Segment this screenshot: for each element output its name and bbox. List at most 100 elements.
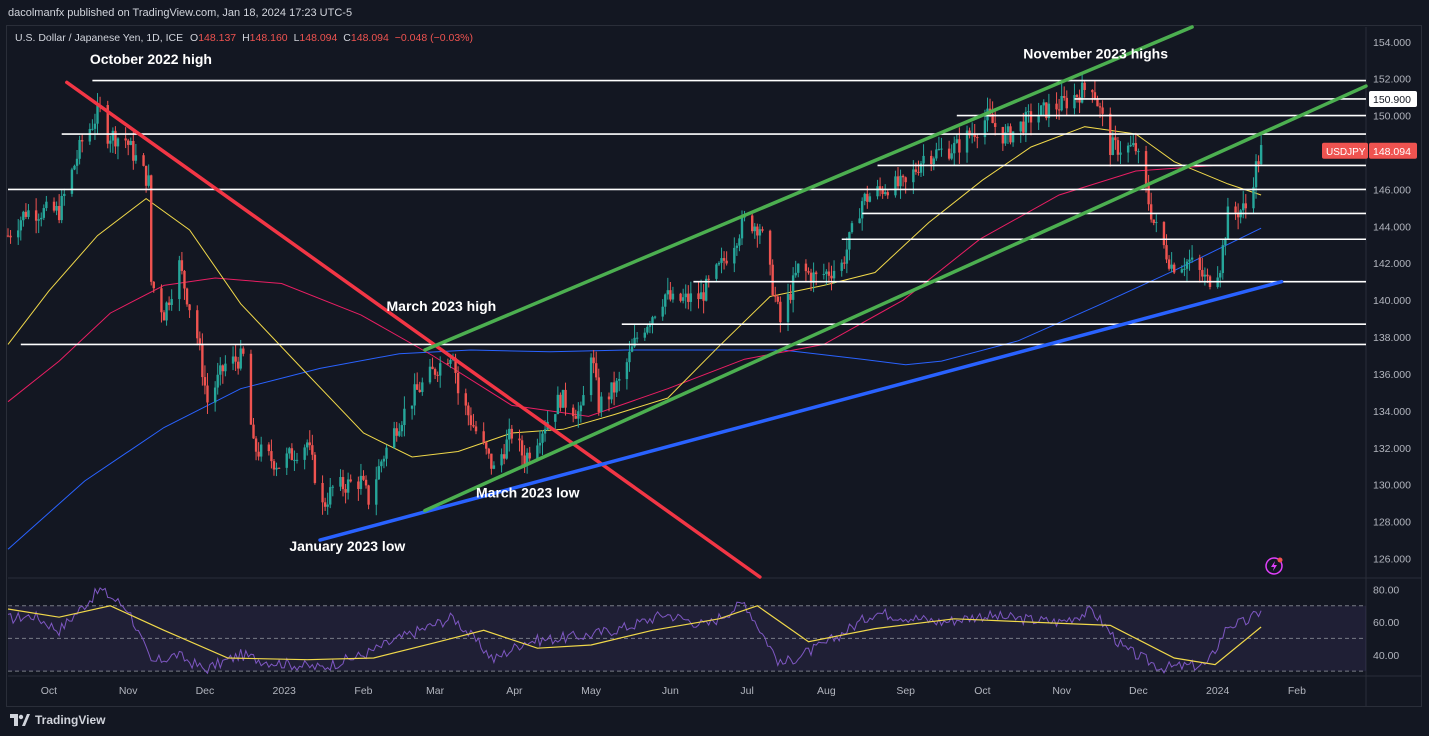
candle-body [860,201,864,219]
candle-body [510,428,514,439]
trendlines [65,25,1368,579]
lightning-icon[interactable] [1265,557,1283,575]
close-value: 148.094 [351,32,389,44]
candle-body [687,293,690,302]
candle-body [937,149,941,151]
brand-name: TradingView [35,713,106,727]
candle-body [288,448,291,454]
candle-body [733,247,736,264]
candle-body [876,186,879,197]
candle-body [22,211,25,221]
candle-body [392,428,396,448]
candle-body [505,439,508,459]
candle-body [326,504,329,507]
candle-body [771,264,774,296]
candle-body [664,294,667,307]
annotation-label: March 2023 high [387,298,497,314]
candle-body [346,479,350,493]
candle-body [717,262,721,265]
candle-body [779,301,782,323]
candle-body [167,302,171,306]
candle-body [472,425,475,427]
candle-body [761,229,764,231]
candle-body [249,353,253,425]
candle-body [866,193,869,202]
candle-body [124,138,127,141]
ma200-line [7,227,1262,550]
candle-body [93,123,97,129]
candle-body [595,363,598,378]
candle-body [809,272,813,283]
candle-body [1244,203,1248,209]
candle-body [973,133,976,138]
candle-body [1091,89,1094,93]
candle-body [6,235,10,237]
candle-body [1101,107,1104,114]
candle-body [275,467,278,470]
time-tick-label: May [581,685,602,697]
candle-body [554,414,557,422]
footer-brand[interactable]: TradingView [10,713,105,727]
candle-body [1144,151,1148,186]
candle-body [579,405,583,412]
candle-body [144,165,148,186]
candle-body [559,394,562,408]
trendline-channel-upper [423,25,1194,352]
time-tick-label: 2024 [1206,685,1230,697]
time-tick-label: Nov [119,685,138,697]
candle-body [625,362,629,380]
candle-body [487,448,490,454]
candle-body [630,346,634,352]
candle-body [651,317,654,325]
candle-body [1027,111,1030,113]
candle-body [822,274,826,276]
candle-body [850,223,854,233]
candle-body [490,453,493,469]
candle-body [267,444,271,452]
candle-body [1022,121,1025,133]
candle-body [88,128,92,142]
candle-body [814,272,818,275]
rsi-tick-label: 60.00 [1373,617,1399,629]
candle-body [827,271,831,276]
candle-body [431,366,434,370]
candle-body [236,361,240,369]
price-tick-label: 132.000 [1373,443,1411,455]
candle-body [421,382,424,392]
candle-body [219,365,222,375]
open-label: O [190,32,198,44]
candle-body [344,489,347,493]
candle-body [234,356,237,362]
candle-body [528,452,531,459]
candle-body [556,394,560,415]
candle-body [367,485,370,505]
candle-body [1078,97,1081,103]
candle-body [1126,145,1130,153]
candle-body [720,258,723,263]
candle-body [439,363,442,376]
candle-body [213,387,217,403]
candle-body [1180,269,1184,273]
candle-body [456,372,460,394]
candle-body [753,226,756,232]
candle-body [180,260,184,271]
candle-body [648,324,652,327]
candle-body [311,445,314,455]
candle-body [272,461,276,470]
candle-body [152,281,155,289]
candle-body [543,429,547,434]
candle-body [751,215,754,232]
candle-body [364,479,368,486]
candle-body [162,312,166,321]
candle-body [1060,95,1063,111]
high-value: 148.160 [250,32,288,44]
candle-body [428,366,432,383]
candle-body [830,275,833,279]
level-price-tag [1369,90,1417,107]
candle-body [740,217,744,239]
candle-body [502,454,506,459]
candle-body [922,155,925,164]
candle-body [932,158,935,165]
candle-body [965,130,969,153]
